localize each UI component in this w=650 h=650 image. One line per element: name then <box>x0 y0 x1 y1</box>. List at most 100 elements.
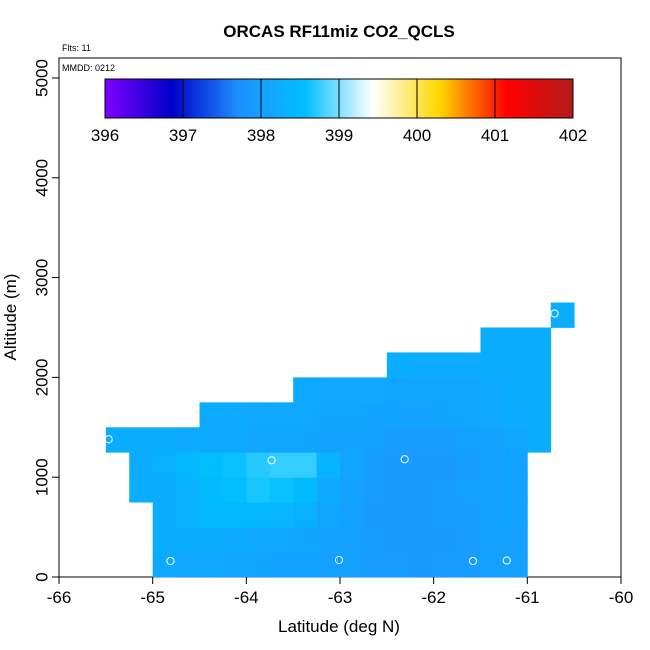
heatmap-cell <box>269 452 294 478</box>
colorbar-tick-label: 398 <box>247 126 275 145</box>
heatmap-cell <box>503 527 528 553</box>
chart-title: ORCAS RF11miz CO2_QCLS <box>223 22 454 41</box>
heatmap-cell <box>176 477 200 503</box>
heatmap-cell <box>293 552 317 578</box>
x-tick-label: -66 <box>47 588 72 607</box>
heatmap-cell <box>246 427 271 453</box>
heatmap-cell <box>410 352 435 378</box>
colorbar-ticks: 396 397 398 399 400 401 402 <box>91 79 587 145</box>
heatmap-cell <box>316 377 341 403</box>
heatmap-cell <box>152 552 177 578</box>
heatmap-cell <box>363 452 388 478</box>
heatmap-cell <box>386 527 411 553</box>
heatmap-cell <box>480 327 505 353</box>
heatmap-cell <box>269 527 294 553</box>
heatmap-cell <box>503 352 528 378</box>
heatmap-cell <box>457 527 481 553</box>
heatmap-cell <box>199 477 224 503</box>
heatmap-cell <box>433 527 458 553</box>
heatmap-cell <box>410 552 435 578</box>
heatmap-cell <box>433 352 458 378</box>
heatmap-cell <box>293 427 317 453</box>
y-tick-label: 3000 <box>33 259 52 297</box>
y-axis: 0 1000 2000 3000 4000 5000 <box>33 59 59 582</box>
heatmap-cell <box>176 527 200 553</box>
heatmap-cell <box>340 427 364 453</box>
heatmap-cell <box>199 552 224 578</box>
heatmap-cell <box>527 377 552 403</box>
y-tick-label: 0 <box>33 572 52 581</box>
x-tick-label: -64 <box>234 588 259 607</box>
heatmap-cell <box>340 477 364 503</box>
heatmap-cell <box>433 502 458 528</box>
heatmap-cell <box>503 377 528 403</box>
heatmap-cell <box>386 552 411 578</box>
heatmap-cell <box>129 452 154 478</box>
heatmap-cell <box>480 527 505 553</box>
heatmap-cell <box>340 452 364 478</box>
heatmap-cell <box>433 452 458 478</box>
heatmap-cell <box>363 552 388 578</box>
heatmap-cell <box>152 452 177 478</box>
heatmap-cell <box>503 427 528 453</box>
heatmap-cell <box>152 427 177 453</box>
flights-annotation: Flts: 11 <box>62 43 91 53</box>
x-tick-label: -63 <box>328 588 353 607</box>
heatmap-cell <box>433 477 458 503</box>
heatmap-cell <box>363 477 388 503</box>
colorbar-tick-label: 399 <box>325 126 353 145</box>
heatmap-cell <box>410 502 435 528</box>
heatmap-cell <box>152 477 177 503</box>
heatmap-cell <box>386 452 411 478</box>
heatmap-cell <box>129 477 154 503</box>
x-tick-label: -65 <box>140 588 165 607</box>
heatmap-cell <box>480 552 505 578</box>
colorbar-tick-label: 397 <box>169 126 197 145</box>
heatmap-cell <box>527 427 552 453</box>
heatmap-cell <box>222 402 247 428</box>
x-axis-label: Latitude (deg N) <box>278 617 400 636</box>
flight-point <box>502 556 511 565</box>
heatmap-cell <box>386 377 411 403</box>
heatmap-cell <box>457 452 481 478</box>
heatmap-cell <box>527 327 552 353</box>
heatmap-cell <box>433 427 458 453</box>
colorbar-tick-label: 401 <box>481 126 509 145</box>
y-tick-label: 4000 <box>33 159 52 197</box>
heatmap-cell <box>199 452 224 478</box>
heatmap-cell <box>386 352 411 378</box>
heatmap-cell <box>433 402 458 428</box>
heatmap-cell <box>340 527 364 553</box>
heatmap-cell <box>129 427 154 453</box>
heatmap-cell <box>316 427 341 453</box>
heatmap-cell <box>316 502 341 528</box>
y-tick-label: 5000 <box>33 59 52 97</box>
x-tick-label: -62 <box>421 588 446 607</box>
heatmap-cell <box>386 427 411 453</box>
heatmap-cell <box>222 427 247 453</box>
heatmap-cell <box>246 477 271 503</box>
heatmap-cell <box>480 502 505 528</box>
heatmap-cell <box>480 402 505 428</box>
heatmap-cell <box>269 402 294 428</box>
flight-point <box>104 435 113 444</box>
heatmap-cell <box>363 527 388 553</box>
heatmap-cell <box>293 402 317 428</box>
heatmap-cell <box>316 527 341 553</box>
heatmap-cell <box>503 327 528 353</box>
colorbar-tick-label: 400 <box>403 126 431 145</box>
flight-points <box>104 309 559 566</box>
colorbar: 396 397 398 399 400 401 402 <box>91 78 587 145</box>
heatmap-cell <box>222 552 247 578</box>
heatmap-cell <box>340 502 364 528</box>
heatmap-cell <box>269 552 294 578</box>
heatmap-cell <box>293 502 317 528</box>
heatmap-cell <box>340 377 364 403</box>
flight-point <box>550 309 559 318</box>
heatmap-cell <box>503 502 528 528</box>
heatmap-cell <box>410 527 435 553</box>
heatmap-cell <box>527 352 552 378</box>
heatmap-cell <box>410 427 435 453</box>
heatmap-cell <box>152 527 177 553</box>
